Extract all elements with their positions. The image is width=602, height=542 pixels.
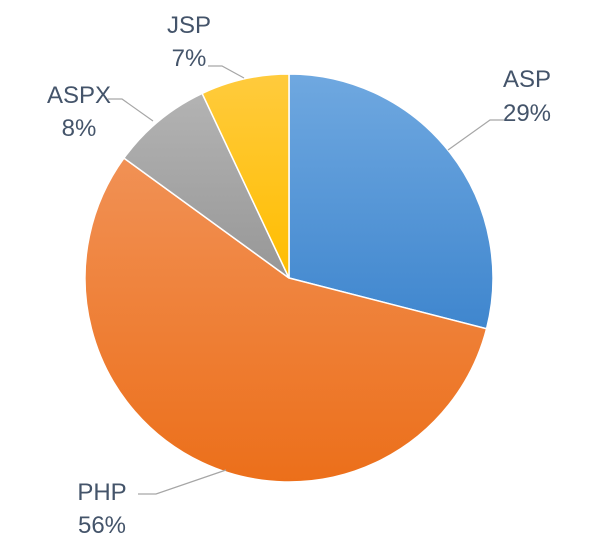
slice-value-asp: 29%: [503, 100, 551, 127]
pie-slice-php: [84, 157, 488, 483]
slice-label-aspx: ASPX: [47, 82, 111, 109]
leader-line-asp: [447, 119, 504, 151]
pie-slice-asp: [288, 73, 494, 330]
slice-value-php: 56%: [78, 512, 126, 539]
slice-value-aspx: 8%: [62, 115, 97, 142]
slice-label-asp: ASP: [503, 66, 551, 93]
leader-line-aspx: [108, 98, 154, 122]
leader-line-php: [138, 469, 227, 495]
slice-label-jsp: JSP: [167, 12, 211, 39]
pie-slice-jsp: [201, 73, 290, 279]
pie-slice-aspx: [122, 92, 290, 279]
leader-line-jsp: [208, 65, 245, 79]
slice-value-jsp: 7%: [172, 45, 207, 72]
slice-label-php: PHP: [77, 479, 126, 506]
